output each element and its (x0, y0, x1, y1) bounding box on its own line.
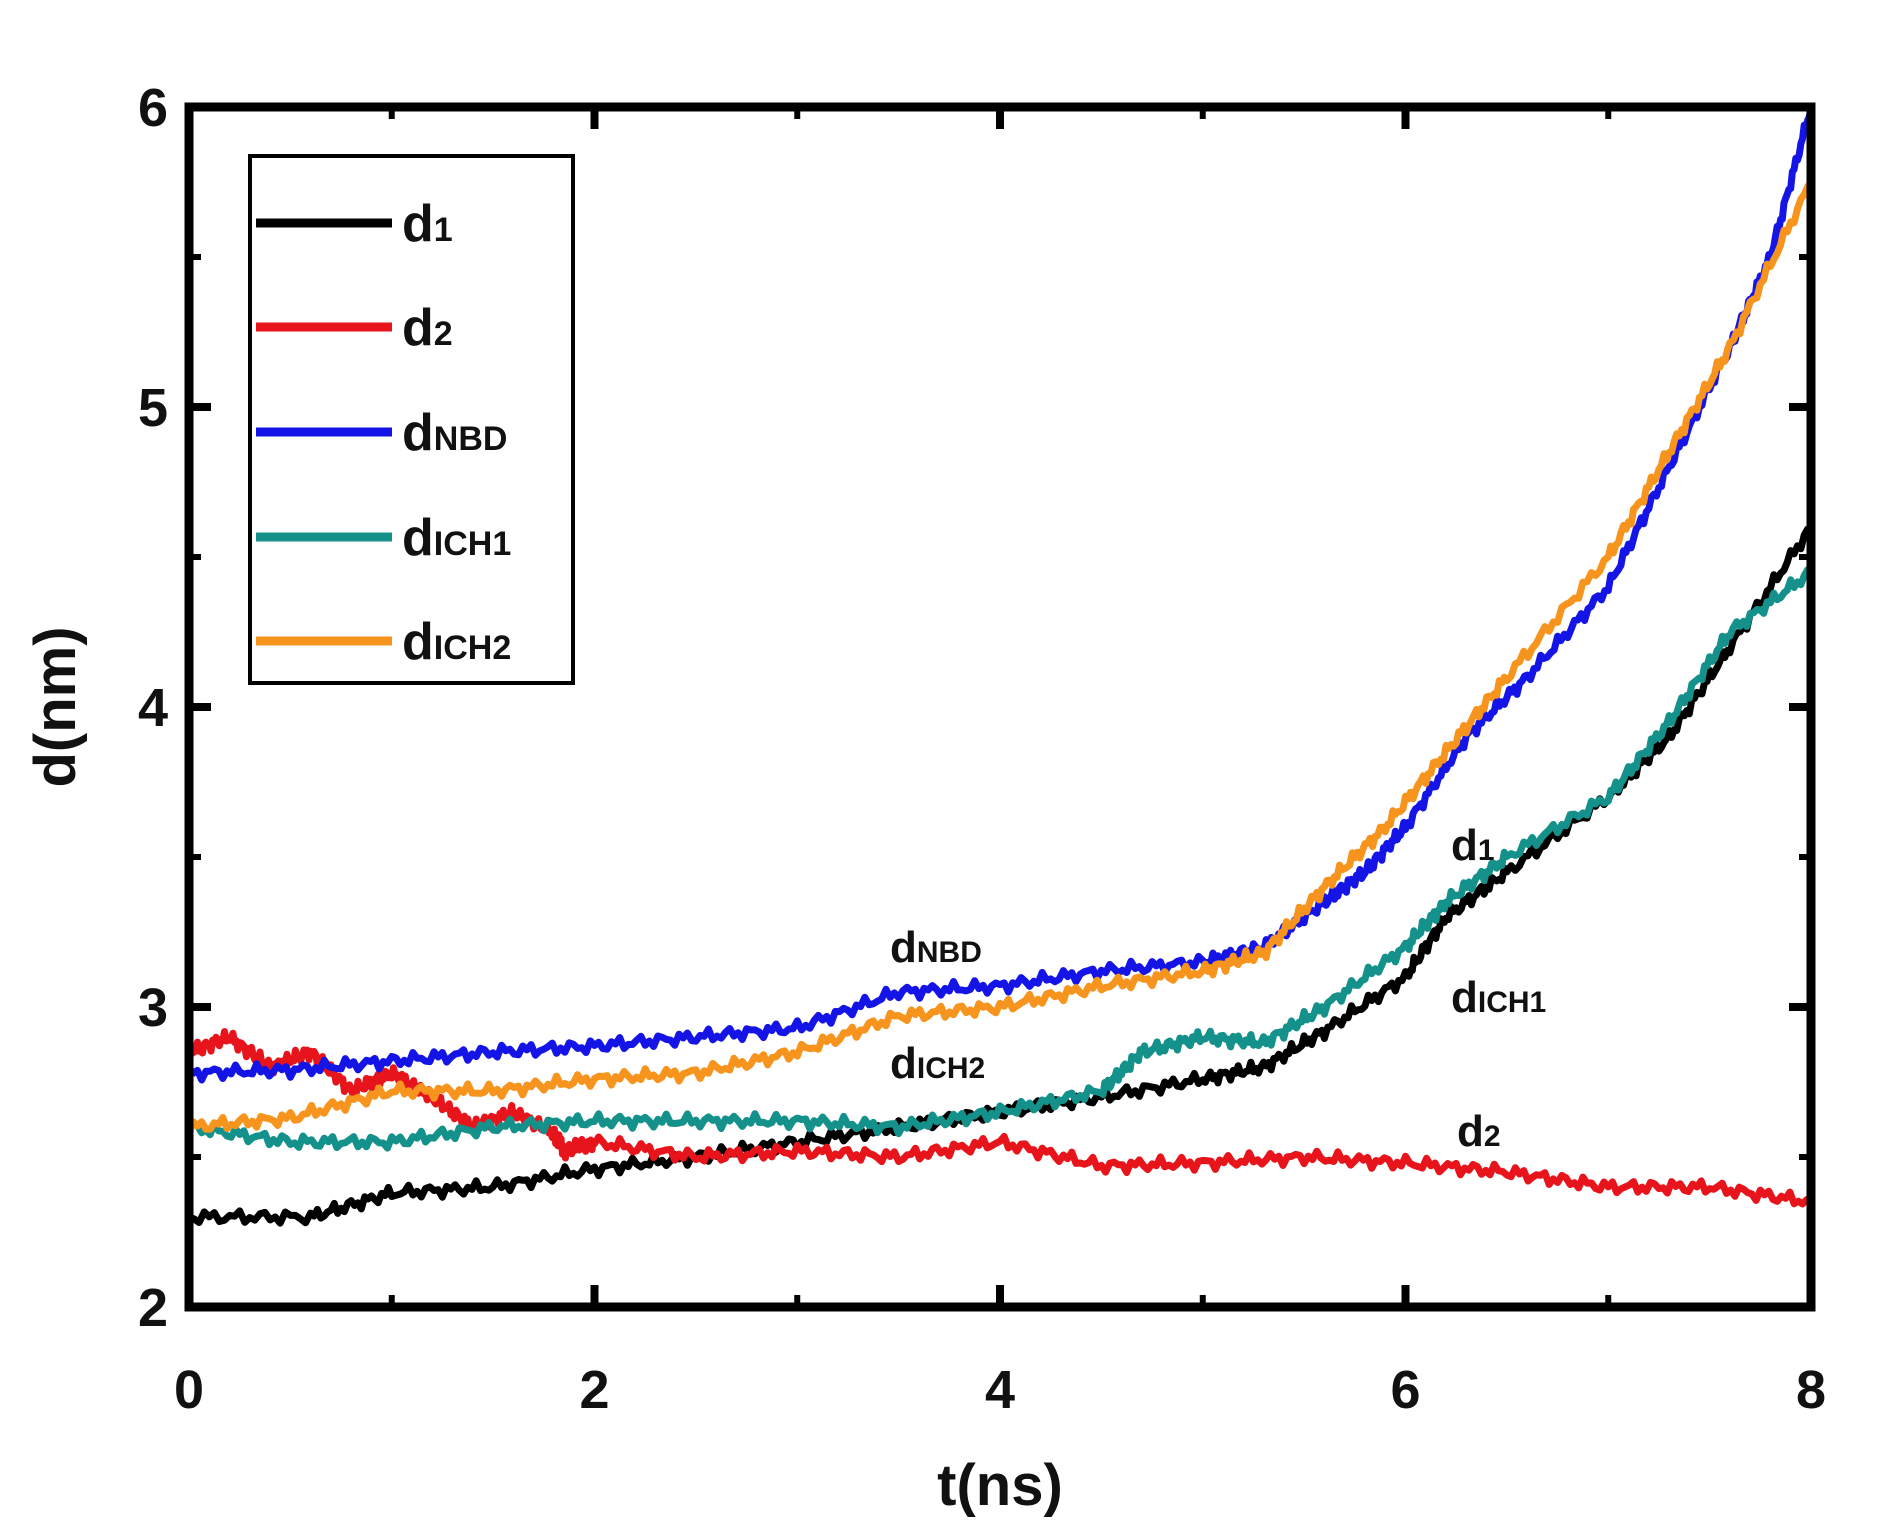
legend-label: d2 (402, 299, 453, 357)
y-tick-label: 4 (138, 678, 168, 738)
annotation-label-main: d (890, 923, 917, 972)
legend-label-sub: 1 (434, 211, 453, 249)
y-tick-label: 2 (138, 1278, 168, 1338)
legend-label-main: d (402, 404, 434, 462)
y-axis-label: d(nm) (23, 626, 88, 787)
legend-label: dNBD (402, 404, 507, 462)
annotation-label: d1 (1451, 821, 1495, 870)
legend-label-sub: NBD (434, 420, 508, 458)
x-tick-label: 2 (579, 1360, 609, 1420)
annotation-label-sub: 1 (1478, 834, 1495, 867)
legend-label: d1 (402, 195, 453, 253)
x-axis-label: t(ns) (937, 1453, 1063, 1518)
legend-label-main: d (402, 509, 434, 567)
legend-label-sub: 2 (434, 315, 453, 353)
annotation-label-main: d (890, 1039, 917, 1088)
x-tick-label: 0 (174, 1360, 204, 1420)
annotation-label-main: d (1457, 1107, 1484, 1156)
y-tick-label: 6 (138, 78, 168, 138)
legend-label-main: d (402, 299, 434, 357)
annotation-label-sub: NBD (917, 936, 982, 969)
x-tick-label: 6 (1390, 1360, 1420, 1420)
series-layer (185, 106, 1815, 1227)
legend-label-sub: ICH2 (434, 629, 511, 667)
annotation-label-main: d (1451, 973, 1478, 1022)
legend-label: dICH2 (402, 613, 511, 671)
legend-box (248, 154, 575, 685)
series-line-2 (185, 1028, 1813, 1208)
annotation-label: dICH1 (1451, 973, 1546, 1022)
x-tick-label: 4 (985, 1360, 1015, 1420)
annotation-label: dNBD (890, 923, 982, 972)
legend-label-main: d (402, 195, 434, 253)
x-tick-label: 8 (1796, 1360, 1826, 1420)
annotation-label: dICH2 (890, 1039, 985, 1088)
annotation-label-sub: ICH1 (1478, 986, 1546, 1019)
legend-label: dICH1 (402, 509, 511, 567)
series-line-ich2 (185, 180, 1814, 1135)
annotation-label-sub: 2 (1484, 1120, 1501, 1153)
annotation-label-sub: ICH2 (917, 1052, 985, 1085)
y-tick-label: 3 (138, 978, 168, 1038)
annotation-label-main: d (1451, 821, 1478, 870)
annotation-label: d2 (1457, 1107, 1501, 1156)
y-tick-label: 5 (138, 378, 168, 438)
series-line-ich1 (186, 566, 1813, 1152)
legend-label-sub: ICH1 (434, 525, 511, 563)
legend-label-main: d (402, 613, 434, 671)
